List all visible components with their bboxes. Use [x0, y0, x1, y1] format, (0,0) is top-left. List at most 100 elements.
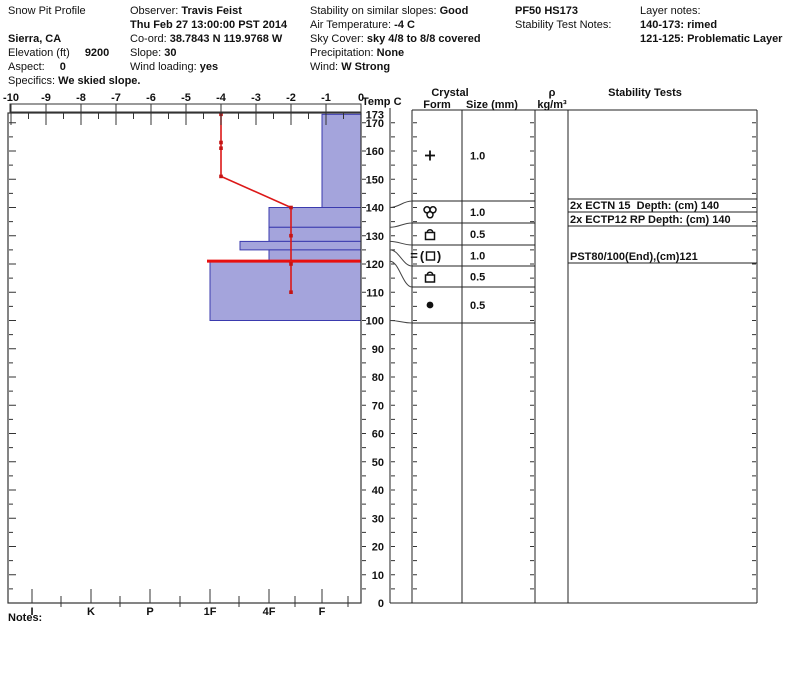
header-value: Good: [439, 5, 469, 17]
grain-size-value: 1.0: [470, 207, 485, 219]
depth-minor-ticks-left: [9, 122, 16, 590]
depth-tick-label: 40: [372, 485, 384, 497]
depth-tick-label: 130: [366, 231, 384, 243]
hardness-axis: I K P 1F 4F F: [30, 589, 349, 618]
temp-tick-label: 0: [358, 92, 364, 104]
size-header: Size (mm): [466, 99, 518, 111]
header-value: 0: [59, 61, 66, 73]
header-label: Co-ord:: [130, 33, 167, 45]
stability-tests-header: Stability Tests: [608, 87, 682, 99]
temp-tick-label: -5: [181, 92, 191, 104]
depth-tick-label: 100: [366, 316, 384, 328]
header-value: 9200: [84, 47, 110, 59]
grain-size-value: 0.5: [470, 229, 485, 241]
depth-tick-label: 0: [378, 598, 384, 610]
depth-tick-label: 150: [366, 174, 384, 186]
temperature-point: [289, 290, 293, 294]
header-label: Stability on similar slopes:: [310, 5, 437, 17]
grain-size-value: 1.0: [470, 151, 485, 163]
grain-size-value: 1.0: [470, 251, 485, 263]
depth-tick-label: 140: [366, 203, 384, 215]
header-field-elevation: Elevation (ft) 9200: [8, 47, 109, 59]
depth-tick-label: 110: [366, 287, 384, 299]
header-label: Precipitation:: [310, 47, 374, 59]
header-label: Air Temperature:: [310, 19, 392, 31]
density-units-header: kg/m³: [537, 99, 567, 111]
column-grid: [390, 109, 758, 604]
temp-tick-label: -7: [111, 92, 121, 104]
layer-bar: [268, 207, 362, 228]
header-field-layer-note-1: 140-173: rimed: [640, 19, 717, 31]
header-field-coordinates: Co-ord: 38.7843 N 119.9768 W: [130, 33, 282, 45]
depth-tick-label: 160: [366, 146, 384, 158]
header-field-slope: Slope: 30: [130, 47, 177, 59]
header-label: Wind loading:: [130, 61, 197, 73]
hardness-tick-label: F: [319, 606, 326, 618]
header-value: We skied slope.: [58, 75, 141, 87]
temp-axis: -10 -9 -8 -7 -6 -5 -4 -3 -2 -1 0: [3, 92, 364, 125]
depth-scale: 1731701601501401301201101009080706050403…: [362, 96, 402, 610]
depth-tick-label: 120: [366, 259, 384, 271]
hardness-bars: [209, 113, 362, 322]
header-label: Aspect:: [8, 61, 45, 73]
stability-test-result: 2x ECTP12 RP Depth: (cm) 140: [570, 214, 731, 226]
symbol-equals: =: [410, 248, 418, 263]
hardness-tick-label: 4F: [263, 606, 276, 618]
temp-tick-label: -1: [321, 92, 331, 104]
stability-tests: 2x ECTN 15 Depth: (cm) 140 2x ECTP12 RP D…: [568, 198, 757, 264]
header-value: Thu Feb 27 13:00:00 PST 2014: [130, 19, 288, 31]
crystal-header: Crystal: [431, 87, 468, 99]
grain-size-value: 0.5: [470, 300, 485, 312]
hardness-tick-label: K: [87, 606, 95, 618]
header-label: Snow Pit Profile: [8, 5, 86, 17]
depth-tick-label: 10: [372, 570, 384, 582]
depth-tick-label: 90: [372, 344, 384, 356]
header-field-layer-note-2: 121-125: Problematic Layer: [640, 33, 782, 45]
temp-axis-title: Temp C: [362, 96, 402, 108]
crystal-symbols: 1.0 1.0 0.5 =() 1.0 0.5 0.5: [410, 150, 485, 312]
header-label: Layer notes:: [640, 5, 701, 17]
temp-tick-label: -8: [76, 92, 86, 104]
temp-tick-label: -6: [146, 92, 156, 104]
temperature-point: [289, 233, 293, 238]
header-field-specifics: Specifics: We skied slope.: [8, 75, 140, 87]
form-rows: [412, 200, 535, 324]
header-value: 38.7843 N 119.9768 W: [169, 33, 283, 45]
density-header: ρ: [549, 87, 556, 99]
header-value: 140-173: rimed: [640, 19, 718, 31]
temp-tick-label: -2: [286, 92, 296, 104]
temp-tick-label: -9: [41, 92, 51, 104]
depth-tick-label: 60: [372, 429, 384, 441]
header-field-pit-id: PF50 HS173: [515, 5, 578, 17]
form-header: Form: [423, 99, 451, 111]
hardness-tick-label: P: [146, 606, 153, 618]
header-value: sky 4/8 to 8/8 covered: [366, 33, 481, 45]
header-label: Wind:: [310, 61, 339, 73]
depth-tick-label: 20: [372, 542, 384, 554]
header-value: None: [376, 47, 405, 59]
temperature-point: [289, 205, 293, 210]
layer-bar: [321, 113, 362, 208]
layer-bar: [239, 240, 362, 251]
temperature-point: [219, 146, 223, 150]
symbol-paren: (: [420, 249, 425, 264]
header-field-location: Sierra, CA: [8, 33, 61, 45]
depth-tick-label: 30: [372, 513, 384, 525]
header-field-site-title: Snow Pit Profile: [8, 5, 86, 17]
temp-tick-label: -3: [251, 92, 261, 104]
plot-frame: [7, 103, 362, 604]
header-label: Slope:: [130, 47, 162, 59]
header-field-wind-loading: Wind loading: yes: [130, 61, 218, 73]
temperature-point: [219, 174, 223, 179]
depth-tick-label: 80: [372, 372, 384, 384]
header-field-observer: Observer: Travis Feist: [130, 5, 242, 17]
temperature-point: [219, 140, 223, 145]
hardness-tick-label: I: [30, 606, 33, 618]
header-field-sky-cover: Sky Cover: sky 4/8 to 8/8 covered: [310, 33, 481, 45]
header-field-datetime: Thu Feb 27 13:00:00 PST 2014: [130, 19, 287, 31]
header-value: yes: [199, 61, 219, 73]
layer-connectors: [389, 200, 413, 324]
